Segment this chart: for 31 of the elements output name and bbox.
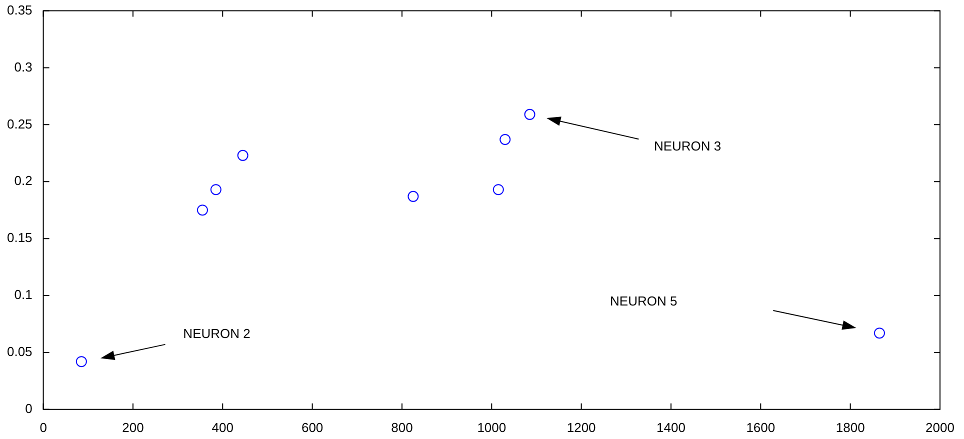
y-tick-label: 0.1 — [14, 287, 32, 302]
annotation: NEURON 3 — [654, 138, 722, 154]
point — [76, 356, 87, 368]
x-tick-label: 600 — [301, 420, 324, 435]
x-tick-label: 1400 — [656, 420, 686, 435]
point — [237, 150, 248, 161]
point — [874, 328, 885, 339]
point — [492, 184, 504, 196]
y-tick-label: 0.15 — [6, 230, 32, 246]
point — [210, 184, 222, 196]
y-tick-label: 0.35 — [6, 2, 32, 18]
x-tick-label: 1800 — [836, 420, 865, 435]
annotation: NEURON 2 — [183, 326, 250, 342]
x-tick-label: 800 — [391, 420, 413, 435]
x-tick-label: 2000 — [926, 420, 954, 435]
y-tick-label: 0.05 — [6, 344, 32, 360]
x-tick-label: 1200 — [566, 420, 596, 435]
x-tick-label: 1600 — [746, 420, 776, 435]
y-tick-label: 0.2 — [14, 173, 32, 188]
point — [408, 190, 419, 202]
y-tick-label: 0.25 — [6, 116, 32, 132]
y-tick-label: 0 — [25, 400, 32, 416]
x-tick-label: 200 — [122, 420, 144, 435]
x-tick-label: 1000 — [477, 420, 506, 435]
point — [524, 108, 536, 120]
point — [196, 204, 208, 216]
point — [500, 134, 511, 145]
annotation: NEURON 5 — [610, 293, 678, 308]
y-tick-label: 0.3 — [14, 59, 32, 74]
x-tick-label: 400 — [212, 420, 234, 435]
x-tick-label: 0 — [40, 420, 47, 435]
